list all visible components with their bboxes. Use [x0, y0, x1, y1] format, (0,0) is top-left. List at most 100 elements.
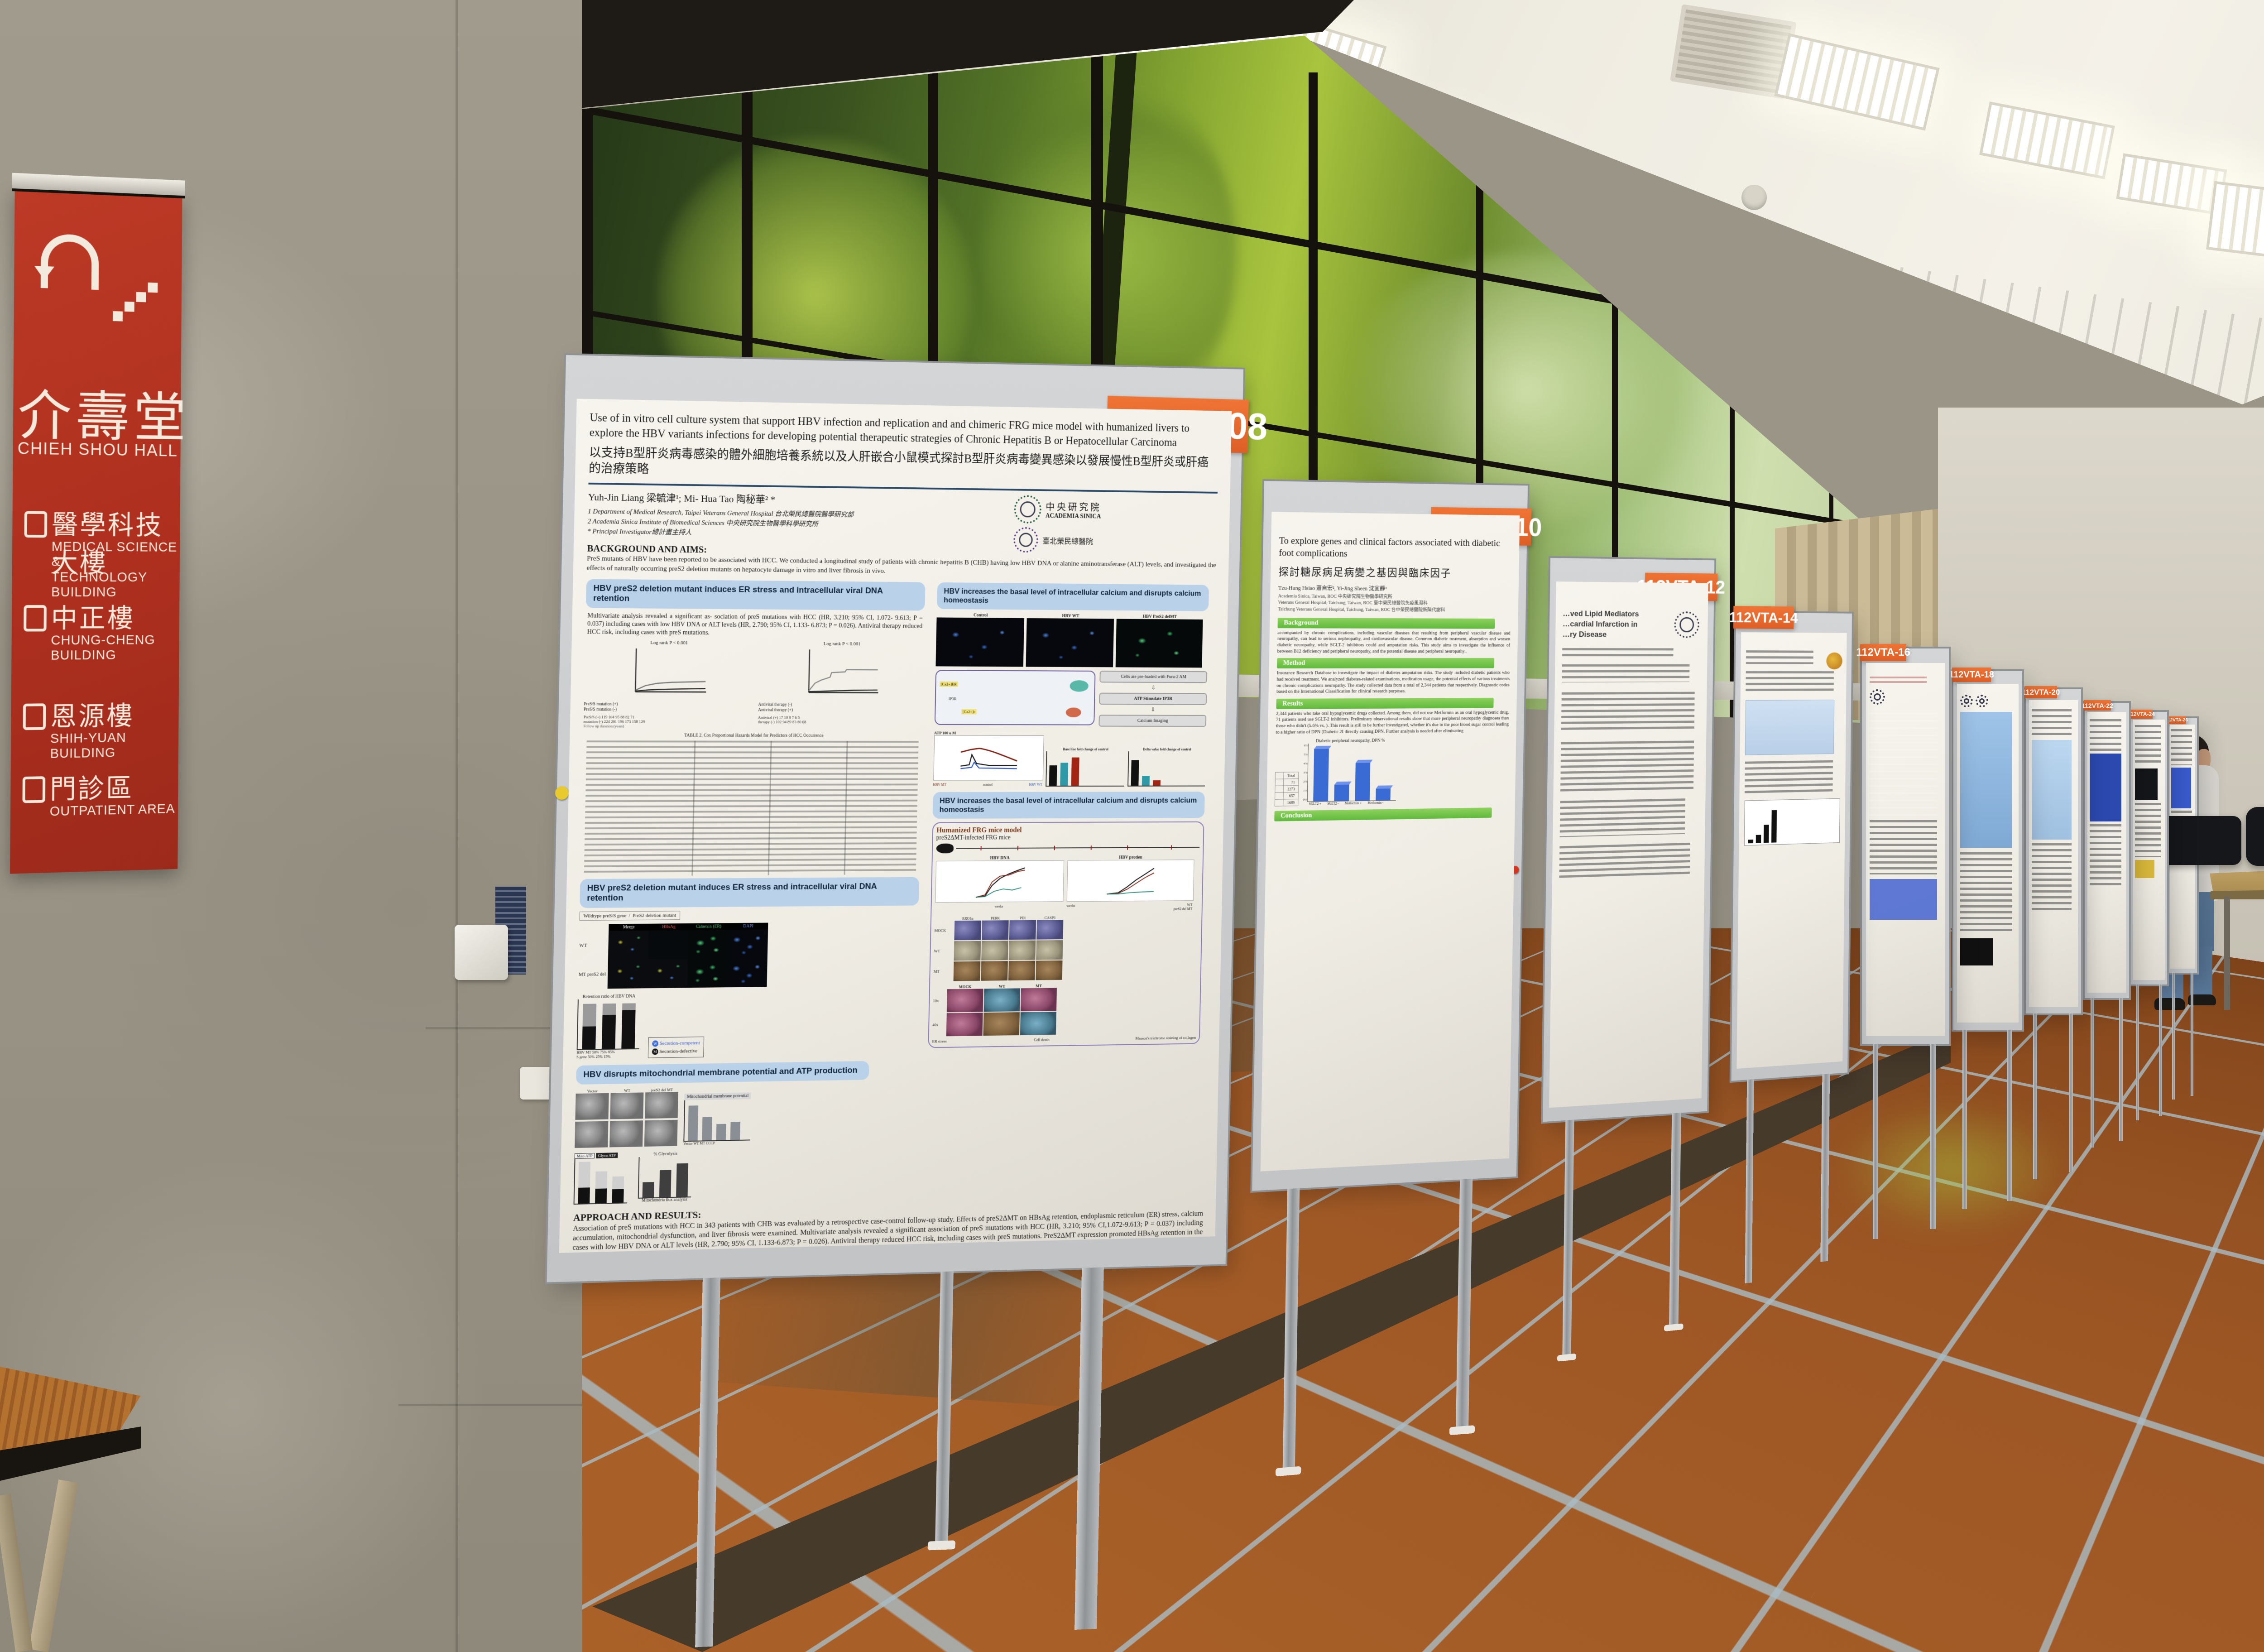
poster-number-label: 112VTA-26 [2165, 716, 2188, 724]
chart-bars [1307, 743, 1397, 802]
poster-board-112VTA-10: 112VTA-10 To explore genes and clinical … [1252, 481, 1542, 1477]
stand-leg [1873, 1044, 1878, 1239]
flow-steps: Cells are pre-loaded with Fura-2 AM ⇩ AT… [1098, 670, 1208, 727]
poster-board-112VTA-18: 112VTA-18 [1949, 668, 2022, 1209]
blue-block [2171, 768, 2191, 808]
wall-seam [398, 1404, 582, 1406]
figure-block [1745, 700, 1835, 755]
glycolysis-chart: % Glycolysis Mitochondria flux analysis [638, 1151, 692, 1203]
green-section-header: Background [1277, 617, 1495, 629]
body-lines [2135, 725, 2161, 766]
affiliation-lines [1562, 664, 1690, 682]
poster-title: …ved Lipid Mediators …cardial Infarction… [1562, 609, 1639, 639]
poster-number-label: 112VTA-24 [2128, 710, 2155, 719]
dark-block [1960, 938, 1994, 965]
poster-title-zh: 以支持B型肝炎病毒感染的體外細胞培養系統以及人肝嵌合小鼠模式探討B型肝炎病毒變異… [588, 445, 1209, 476]
blue-section-header: HBV disrupts mitochondrial membrane pote… [576, 1061, 869, 1085]
poster-title: To explore genes and clinical factors as… [1279, 535, 1500, 559]
title-lines [1746, 650, 1813, 664]
km-plots: Log rank P < 0.001 PreS/S mutation (+) Pr… [584, 640, 924, 725]
fold-chart-2: Delta value fold change of control [1127, 747, 1206, 787]
black-bag [2160, 816, 2241, 865]
body-lines [2135, 803, 2161, 857]
blue-block [2090, 754, 2121, 821]
poster-board-112VTA-08: 112VTA-08 Poster08 Use of in vitro cell … [547, 355, 1268, 1647]
poster-left-column: HBV preS2 deletion mutant induces ER str… [573, 579, 926, 1205]
blue-section-header: HBV increases the basal level of intrace… [936, 582, 1209, 611]
stand-leg [1962, 1030, 1967, 1209]
frg-panel: Humanized FRG mice model preS2ΔMT-infect… [927, 821, 1204, 1048]
light-fixture [2206, 181, 2264, 269]
em-grid: Vector WT preS2 del MT [575, 1087, 678, 1148]
body-lines [2171, 729, 2192, 765]
light-blue-block [2032, 740, 2072, 840]
ceiling-speaker [1741, 185, 1767, 210]
fold-chart-1: Base line fold change of control [1046, 747, 1125, 787]
km-plot-a: Log rank P < 0.001 PreS/S mutation (+) Pr… [584, 640, 753, 724]
poster-number-label: 112VTA-16 [1856, 644, 1910, 661]
secretion-legend: W Secretion-competent M Secretion-defect… [648, 1036, 704, 1058]
section-text: Multivariate analysis revealed a signifi… [587, 612, 923, 637]
poster-title-zh: 探討糖尿病足病變之基因與臨床因子 [1278, 566, 1452, 579]
green-section-header: Results [1276, 697, 1494, 709]
table-leg [0, 1494, 33, 1652]
stand-leg [1930, 1044, 1936, 1229]
poster-paper: …ved Lipid Mediators …cardial Infarction… [1549, 581, 1708, 1108]
poster-affiliations: Academia Sinica, Taiwan, ROC 中央研究院生物醫學研究… [1278, 593, 1445, 613]
stand-leg [2172, 973, 2175, 1100]
poster-paper [2087, 712, 2126, 993]
body-lines [2032, 843, 2072, 911]
bar [1334, 784, 1349, 802]
poster-paper [2029, 700, 2078, 1007]
results-table: Total 71 2273 657 1689 [1275, 772, 1299, 807]
poster-paper [1957, 684, 2019, 1023]
bar [1355, 763, 1371, 801]
poster-board-112VTA-16: 112VTA-16 [1856, 644, 1949, 1239]
poster-paper: To explore genes and clinical factors as… [1260, 512, 1520, 1172]
poster-board-112VTA-20: 112VTA-20 [2022, 686, 2081, 1179]
body-lines [1560, 740, 1694, 792]
seal [1870, 689, 1885, 705]
axis-label: Follow up duration (years) [583, 724, 624, 729]
black-bag [2246, 807, 2264, 866]
table-caption: TABLE 2. Cox Proportional Hazards Model … [684, 733, 824, 738]
author-block: Yuh-Jin Liang 梁毓津¹; Mi- Hua Tao 陶秘華² * 1… [587, 489, 1218, 553]
title-lines [1870, 677, 1927, 686]
body-lines [1746, 671, 1834, 693]
stand-leg [2119, 998, 2123, 1141]
light-blue-block [1960, 712, 2012, 848]
light-switch [455, 925, 508, 980]
folding-table [0, 0, 181, 1652]
stand-leg [2091, 998, 2094, 1148]
mouse-icon [936, 843, 954, 854]
km-plot-b: Log rank P < 0.001 Antiviral therapy (-)… [758, 641, 924, 725]
yellow-block [2135, 860, 2155, 878]
table-leg [29, 1479, 78, 1652]
light-fixture [2116, 153, 2227, 216]
calcium-diagram: [Ca2+]ER IP3R [Ca2+]c [934, 669, 1096, 725]
poster-board-112VTA-22: 112VTA-22 [2082, 700, 2129, 1148]
stand-leg [2136, 984, 2139, 1120]
dpn-chart: Diabetic peripheral neuropathy, DPN % 6%… [1303, 738, 1397, 806]
body-lines [2090, 824, 2121, 888]
bar [1313, 749, 1329, 802]
hospital-seal [1674, 611, 1700, 639]
mito-chart: Mitochondrial membrane potential Vector … [683, 1092, 752, 1146]
chart-caption: Mitochondria flux analysis [642, 1197, 687, 1203]
poster-paper [1866, 663, 1945, 1036]
poster-logo [1826, 652, 1842, 670]
poster-title: Use of in vitro cell culture system that… [589, 411, 1190, 449]
atp-chart: Mito ATP Glyco ATP [573, 1152, 628, 1205]
blue-section-header: HBV preS2 deletion mutant induces ER str… [585, 579, 926, 611]
side-tables [2065, 807, 2264, 1096]
logo-academia-sinica: 中 央 研 究 院 ACADEMIA SINICA 臺北榮民總醫院 [1013, 495, 1155, 554]
section-text: accompanied by chronic complications, in… [1277, 630, 1511, 654]
blue-block [1870, 879, 1937, 920]
wall-seam [426, 1027, 582, 1029]
retention-chart: Retention ratio of HBV DNA HBV MT 50% 75… [576, 994, 640, 1059]
wall-seam [456, 0, 458, 1652]
green-section-header: Method [1276, 658, 1495, 669]
poster-right-column: HBV increases the basal level of intrace… [925, 582, 1209, 1196]
blue-section-header: HBV preS2 deletion mutant induces ER str… [580, 877, 919, 908]
